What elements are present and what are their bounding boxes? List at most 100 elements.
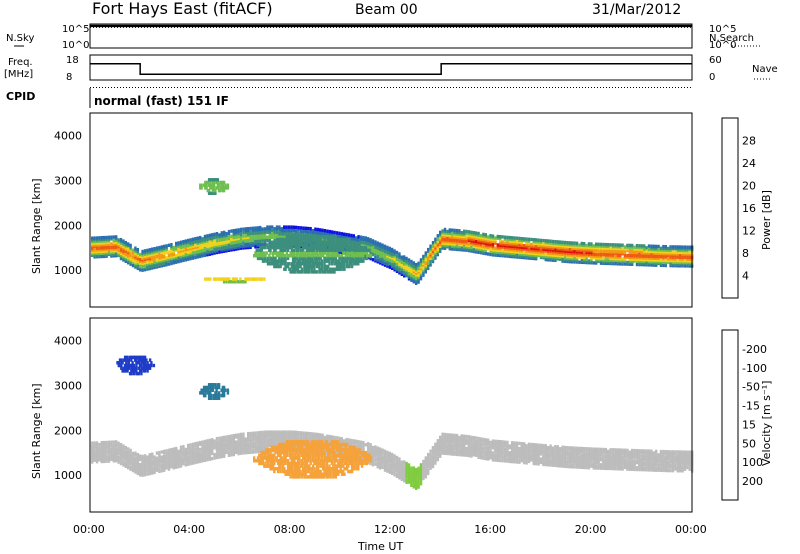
feature-cell-0: [303, 267, 306, 271]
echo-cell: [326, 436, 329, 440]
echo-cell: [323, 447, 327, 452]
echo-cell: [146, 462, 149, 466]
feature-cell-0: [338, 243, 341, 247]
feature-cell-0: [274, 248, 277, 252]
echo-cell: [386, 467, 389, 472]
echo-cell: [117, 457, 120, 461]
echo-cell: [559, 255, 562, 260]
feature-cell-0: [348, 240, 351, 244]
echo-cell: [100, 449, 103, 453]
echo-cell: [583, 259, 586, 263]
feature-cell-0: [280, 262, 283, 266]
echo-cell: [187, 245, 190, 249]
feature-cell-2: [220, 183, 223, 187]
feature-cell-0: [303, 251, 306, 255]
feature-cell-0: [347, 243, 350, 247]
feature-cell-0: [324, 264, 327, 269]
feature-cell-0: [330, 259, 334, 263]
feature-cell-0: [359, 251, 362, 255]
echo-cell: [119, 456, 123, 461]
feature-cell-0: [293, 248, 296, 252]
echo-cell: [237, 231, 240, 235]
echo-cell: [139, 252, 142, 257]
echo-cell: [129, 467, 132, 471]
echo-cell: [201, 245, 204, 249]
echo-cell: [129, 243, 132, 248]
echo-cell: [194, 450, 197, 454]
echo-cell: [592, 261, 595, 265]
echo-cell: [364, 443, 367, 447]
feature-cell-0: [273, 251, 276, 255]
echo-cell: [635, 249, 639, 253]
echo-cell: [227, 450, 231, 454]
echo-cell: [412, 261, 415, 265]
echo-cell: [196, 236, 199, 240]
feature-cell-2: [199, 186, 202, 190]
feature-cell-0: [291, 254, 295, 258]
echo-cell: [153, 247, 156, 251]
echo-cell: [412, 275, 415, 279]
echo-cell: [508, 235, 511, 240]
feature-cell-0: [279, 259, 282, 263]
echo-cell: [170, 449, 173, 454]
feature-cell-0: [299, 262, 302, 266]
feature-cell-0: [343, 259, 346, 263]
echo-cell: [292, 232, 295, 236]
feature-cell-0: [281, 254, 285, 258]
echo-cell: [395, 264, 399, 268]
feature-cell-0: [319, 267, 322, 271]
echo-cell: [225, 449, 228, 453]
echo-cell: [247, 442, 250, 446]
echo-cell: [158, 464, 161, 468]
feature-cell-0: [305, 267, 309, 271]
echo-cell: [515, 253, 519, 257]
echo-cell: [100, 236, 103, 240]
echo-cell: [446, 236, 449, 240]
feature-cell-0: [269, 248, 272, 252]
feature-cell-0: [283, 262, 286, 266]
echo-cell: [551, 258, 555, 262]
feature-cell-0: [324, 259, 327, 263]
echo-cell: [112, 254, 115, 258]
echo-cell: [427, 261, 430, 265]
echo-cell: [489, 234, 492, 238]
feature-cell-0: [318, 243, 321, 247]
echo-cell: [453, 228, 456, 233]
echo-cell: [455, 228, 459, 233]
echo-cell: [434, 246, 437, 250]
feature-cell-0: [317, 256, 320, 261]
echo-cell: [218, 436, 221, 440]
echo-cell: [175, 248, 178, 252]
feature-cell-0: [317, 254, 320, 258]
echo-cell: [220, 436, 223, 440]
feature-cell-0: [291, 237, 295, 242]
echo-cell: [419, 275, 423, 279]
feature-cell-0: [368, 254, 371, 258]
feature-cell-0: [359, 256, 362, 261]
echo-cell: [659, 246, 663, 250]
echo-cell: [175, 253, 178, 258]
echo-cell: [175, 246, 178, 251]
feature-cell-0: [348, 251, 351, 255]
echo-cell: [151, 259, 154, 263]
echo-cell: [225, 437, 228, 441]
feature-cell-0: [303, 264, 306, 269]
echo-cell: [307, 436, 310, 441]
echo-cell: [506, 247, 509, 251]
echo-cell: [249, 245, 252, 249]
echo-cell: [362, 447, 365, 452]
feature-cell-0: [275, 251, 278, 255]
echo-cell: [643, 256, 646, 260]
echo-cell: [201, 254, 204, 258]
feature-cell-0: [330, 262, 334, 266]
echo-cell: [235, 237, 238, 241]
feature-cell-0: [319, 240, 322, 244]
echo-cell: [107, 440, 111, 444]
echo-cell: [165, 244, 168, 248]
echo-cell: [95, 443, 99, 447]
echo-cell: [259, 448, 262, 452]
echo-cell: [655, 244, 658, 249]
echo-cell: [136, 463, 139, 467]
echo-cell: [199, 447, 202, 452]
echo-cell: [295, 430, 298, 435]
